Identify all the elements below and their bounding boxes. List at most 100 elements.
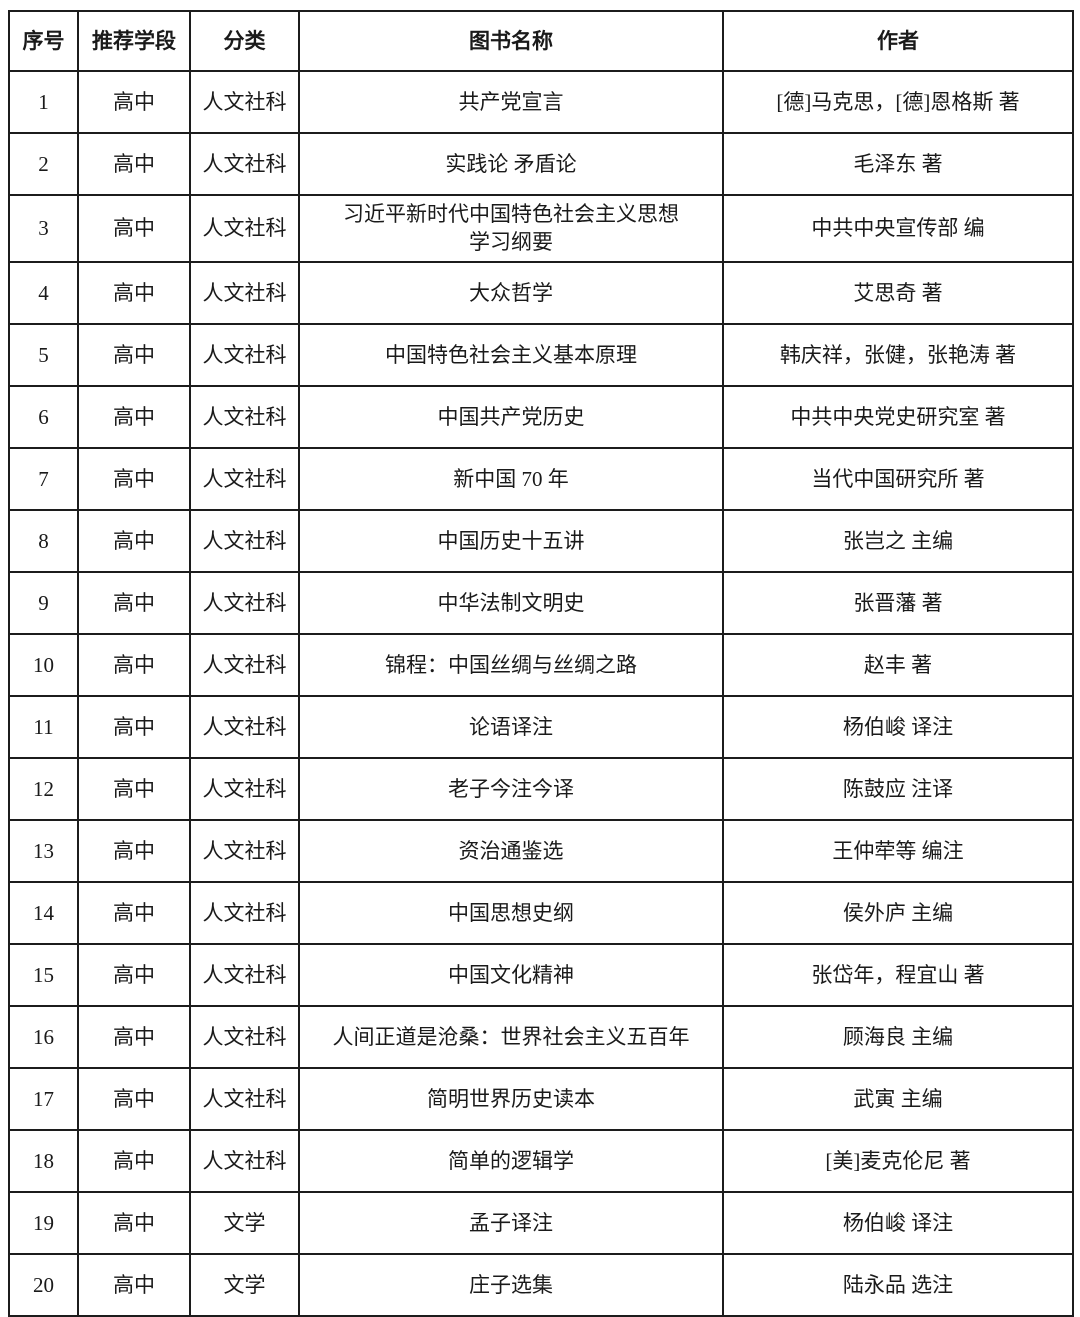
cell-author: 武寅 主编 bbox=[722, 1066, 1074, 1131]
cell-stage: 高中 bbox=[77, 694, 191, 759]
table-row: 16 高中 人文社科 人间正道是沧桑：世界社会主义五百年 顾海良 主编 bbox=[8, 1004, 1074, 1069]
cell-category: 人文社科 bbox=[189, 570, 300, 635]
table-row: 15 高中 人文社科 中国文化精神 张岱年，程宜山 著 bbox=[8, 942, 1074, 1007]
cell-stage: 高中 bbox=[77, 384, 191, 449]
cell-no: 13 bbox=[8, 818, 79, 883]
cell-no: 7 bbox=[8, 446, 79, 511]
header-cell-no: 序号 bbox=[8, 10, 79, 72]
cell-author: 中共中央党史研究室 著 bbox=[722, 384, 1074, 449]
header-cell-author: 作者 bbox=[722, 10, 1074, 72]
table-row: 9 高中 人文社科 中华法制文明史 张晋藩 著 bbox=[8, 570, 1074, 635]
cell-no: 5 bbox=[8, 322, 79, 387]
cell-category: 人文社科 bbox=[189, 446, 300, 511]
cell-author: 顾海良 主编 bbox=[722, 1004, 1074, 1069]
cell-category: 人文社科 bbox=[189, 694, 300, 759]
cell-author: 艾思奇 著 bbox=[722, 260, 1074, 325]
cell-stage: 高中 bbox=[77, 446, 191, 511]
cell-stage: 高中 bbox=[77, 194, 191, 263]
cell-category: 人文社科 bbox=[189, 260, 300, 325]
cell-stage: 高中 bbox=[77, 260, 191, 325]
cell-title: 中国文化精神 bbox=[298, 942, 724, 1007]
cell-no: 17 bbox=[8, 1066, 79, 1131]
cell-author: [美]麦克伦尼 著 bbox=[722, 1128, 1074, 1193]
cell-title: 简单的逻辑学 bbox=[298, 1128, 724, 1193]
cell-no: 8 bbox=[8, 508, 79, 573]
table-row: 12 高中 人文社科 老子今注今译 陈鼓应 注译 bbox=[8, 756, 1074, 821]
table-row: 8 高中 人文社科 中国历史十五讲 张岂之 主编 bbox=[8, 508, 1074, 573]
table-body: 1 高中 人文社科 共产党宣言 [德]马克思，[德]恩格斯 著 2 高中 人文社科 实践论 矛盾… bbox=[8, 70, 1074, 1317]
table-row: 13 高中 人文社科 资治通鉴选 王仲荦等 编注 bbox=[8, 818, 1074, 883]
cell-no: 10 bbox=[8, 632, 79, 697]
cell-no: 18 bbox=[8, 1128, 79, 1193]
cell-title: 实践论 矛盾论 bbox=[298, 132, 724, 196]
cell-title: 共产党宣言 bbox=[298, 70, 724, 134]
cell-author: 毛泽东 著 bbox=[722, 132, 1074, 196]
cell-no: 15 bbox=[8, 942, 79, 1007]
cell-author: 张晋藩 著 bbox=[722, 570, 1074, 635]
header-cell-stage: 推荐学段 bbox=[77, 10, 191, 72]
cell-author: 侯外庐 主编 bbox=[722, 880, 1074, 945]
table-row: 11 高中 人文社科 论语译注 杨伯峻 译注 bbox=[8, 694, 1074, 759]
cell-title: 中国共产党历史 bbox=[298, 384, 724, 449]
cell-no: 6 bbox=[8, 384, 79, 449]
cell-category: 人文社科 bbox=[189, 132, 300, 196]
cell-category: 人文社科 bbox=[189, 1128, 300, 1193]
cell-stage: 高中 bbox=[77, 942, 191, 1007]
cell-category: 人文社科 bbox=[189, 384, 300, 449]
cell-category: 人文社科 bbox=[189, 70, 300, 134]
cell-author: [德]马克思，[德]恩格斯 著 bbox=[722, 70, 1074, 134]
cell-title: 论语译注 bbox=[298, 694, 724, 759]
cell-title: 中国特色社会主义基本原理 bbox=[298, 322, 724, 387]
cell-author: 中共中央宣传部 编 bbox=[722, 194, 1074, 263]
cell-no: 11 bbox=[8, 694, 79, 759]
cell-title: 中华法制文明史 bbox=[298, 570, 724, 635]
cell-author: 赵丰 著 bbox=[722, 632, 1074, 697]
cell-author: 韩庆祥，张健，张艳涛 著 bbox=[722, 322, 1074, 387]
table-row: 1 高中 人文社科 共产党宣言 [德]马克思，[德]恩格斯 著 bbox=[8, 70, 1074, 134]
cell-stage: 高中 bbox=[77, 1190, 191, 1255]
cell-no: 19 bbox=[8, 1190, 79, 1255]
cell-no: 2 bbox=[8, 132, 79, 196]
cell-category: 人文社科 bbox=[189, 322, 300, 387]
cell-stage: 高中 bbox=[77, 818, 191, 883]
cell-stage: 高中 bbox=[77, 1066, 191, 1131]
header-cell-title: 图书名称 bbox=[298, 10, 724, 72]
table-row: 4 高中 人文社科 大众哲学 艾思奇 著 bbox=[8, 260, 1074, 325]
cell-category: 人文社科 bbox=[189, 508, 300, 573]
table-header: 序号 推荐学段 分类 图书名称 作者 bbox=[8, 10, 1074, 72]
table-row: 17 高中 人文社科 简明世界历史读本 武寅 主编 bbox=[8, 1066, 1074, 1131]
table-row: 5 高中 人文社科 中国特色社会主义基本原理 韩庆祥，张健，张艳涛 著 bbox=[8, 322, 1074, 387]
cell-category: 人文社科 bbox=[189, 1066, 300, 1131]
cell-stage: 高中 bbox=[77, 880, 191, 945]
cell-author: 王仲荦等 编注 bbox=[722, 818, 1074, 883]
table-row: 20 高中 文学 庄子选集 陆永品 选注 bbox=[8, 1252, 1074, 1317]
cell-stage: 高中 bbox=[77, 70, 191, 134]
cell-stage: 高中 bbox=[77, 508, 191, 573]
cell-category: 人文社科 bbox=[189, 880, 300, 945]
cell-no: 1 bbox=[8, 70, 79, 134]
cell-no: 20 bbox=[8, 1252, 79, 1317]
table-row: 19 高中 文学 孟子译注 杨伯峻 译注 bbox=[8, 1190, 1074, 1255]
table-row: 6 高中 人文社科 中国共产党历史 中共中央党史研究室 著 bbox=[8, 384, 1074, 449]
header-cell-category: 分类 bbox=[189, 10, 300, 72]
cell-title: 孟子译注 bbox=[298, 1190, 724, 1255]
cell-author: 杨伯峻 译注 bbox=[722, 694, 1074, 759]
header-row: 序号 推荐学段 分类 图书名称 作者 bbox=[8, 10, 1074, 72]
cell-author: 当代中国研究所 著 bbox=[722, 446, 1074, 511]
cell-category: 人文社科 bbox=[189, 756, 300, 821]
table-row: 7 高中 人文社科 新中国 70 年当代中国研究所 著 bbox=[8, 446, 1074, 511]
cell-stage: 高中 bbox=[77, 132, 191, 196]
cell-category: 人文社科 bbox=[189, 942, 300, 1007]
table-row: 10 高中 人文社科 锦程：中国丝绸与丝绸之路 赵丰 著 bbox=[8, 632, 1074, 697]
cell-title: 老子今注今译 bbox=[298, 756, 724, 821]
cell-stage: 高中 bbox=[77, 570, 191, 635]
cell-no: 3 bbox=[8, 194, 79, 263]
cell-stage: 高中 bbox=[77, 322, 191, 387]
cell-stage: 高中 bbox=[77, 1128, 191, 1193]
cell-category: 人文社科 bbox=[189, 818, 300, 883]
table-row: 14 高中 人文社科 中国思想史纲 侯外庐 主编 bbox=[8, 880, 1074, 945]
cell-author: 张岱年，程宜山 著 bbox=[722, 942, 1074, 1007]
cell-title: 新中国 70 年 bbox=[298, 446, 724, 511]
cell-title: 人间正道是沧桑：世界社会主义五百年 bbox=[298, 1004, 724, 1069]
cell-no: 14 bbox=[8, 880, 79, 945]
